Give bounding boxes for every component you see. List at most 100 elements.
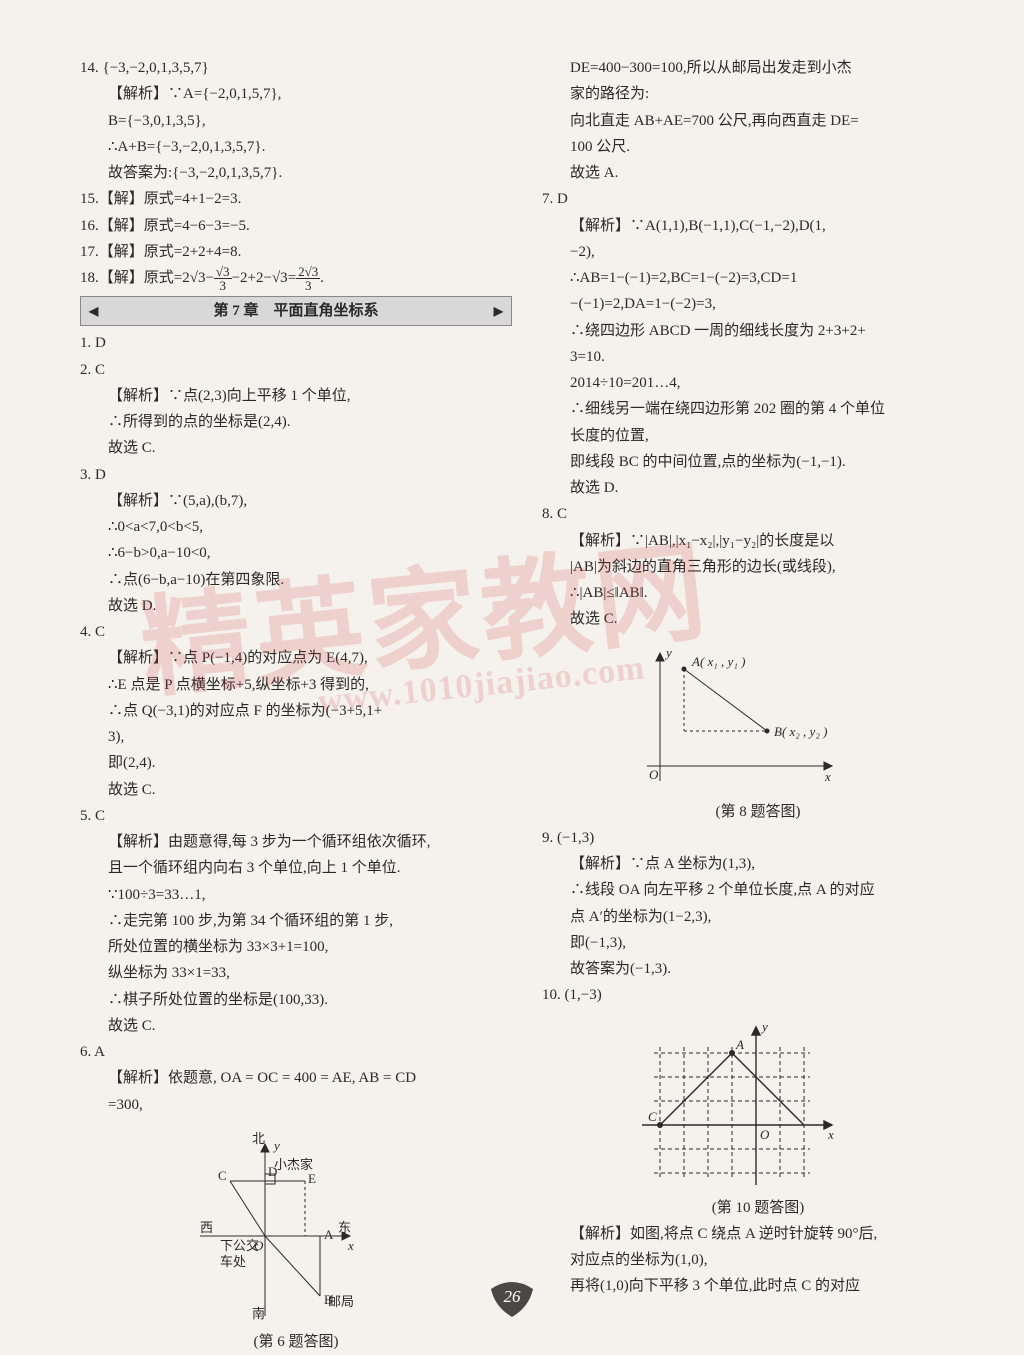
r0-e: 故选 A. [542, 160, 974, 186]
q10-b: 对应点的坐标为(1,0), [542, 1247, 974, 1273]
svg-text:A( x₁ , y₁ ): A( x₁ , y₁ ) [691, 654, 745, 669]
svg-text:O: O [254, 1238, 264, 1253]
svg-text:北: 北 [252, 1131, 265, 1146]
q4-d: 3), [80, 724, 512, 750]
q4-b: ∴E 点是 P 点横坐标+5,纵坐标+3 得到的, [80, 672, 512, 698]
chapter-left-marker: ◀ [89, 301, 98, 322]
q7-d: −(−1)=2,DA=1−(−2)=3, [542, 291, 974, 317]
q3-d: ∴点(6−b,a−10)在第四象限. [80, 567, 512, 593]
q9-answer: 9. (−1,3) [542, 825, 974, 851]
q10-answer: 10. (1,−3) [542, 982, 974, 1008]
q7-h: ∴细线另一端在绕四边形第 202 圈的第 4 个单位 [542, 396, 974, 422]
r0-d: 100 公尺. [542, 134, 974, 160]
q14-line: 14. {−3,−2,0,1,3,5,7} [80, 55, 512, 81]
q18-head: 18.【解】原式=2 [80, 270, 190, 286]
q10-a: 【解析】如图,将点 C 绕点 A 逆时针旋转 90°后, [542, 1221, 974, 1247]
frac-den: 3 [296, 279, 320, 292]
svg-text:E: E [308, 1171, 316, 1186]
q9-d: 即(−1,3), [542, 930, 974, 956]
q14-analysis-d: 故答案为:{−3,−2,0,1,3,5,7}. [80, 160, 512, 186]
q9-c: 点 A′的坐标为(1−2,3), [542, 904, 974, 930]
svg-text:y: y [760, 1019, 768, 1034]
content-columns: 14. {−3,−2,0,1,3,5,7} 【解析】∵A={−2,0,1,5,7… [80, 55, 974, 1255]
q3-b: ∴0<a<7,0<b<5, [80, 514, 512, 540]
q18-sqrt3a: √3 [190, 270, 206, 286]
q3-a: 【解析】∵(5,a),(b,7), [80, 488, 512, 514]
q3-c: ∴6−b>0,a−10<0, [80, 540, 512, 566]
q17-line: 17.【解】原式=2+2+4=8. [80, 239, 512, 265]
q4-a: 【解析】∵点 P(−1,4)的对应点为 E(4,7), [80, 645, 512, 671]
q5-g: ∴棋子所处位置的坐标是(100,33). [80, 987, 512, 1013]
svg-text:南: 南 [252, 1306, 265, 1321]
q9-a: 【解析】∵点 A 坐标为(1,3), [542, 851, 974, 877]
q4-f: 故选 C. [80, 777, 512, 803]
q3-e: 故选 D. [80, 593, 512, 619]
q7-f: 3=10. [542, 344, 974, 370]
svg-text:O: O [760, 1127, 770, 1142]
q5-a: 【解析】由题意得,每 3 步为一个循环组依次循环, [80, 829, 512, 855]
figure-6-caption: (第 6 题答图) [80, 1329, 512, 1355]
q5-d: ∴走完第 100 步,为第 34 个循环组的第 1 步, [80, 908, 512, 934]
q8-answer: 8. C [542, 501, 974, 527]
q7-i: 长度的位置, [542, 423, 974, 449]
q5-h: 故选 C. [80, 1013, 512, 1039]
svg-text:东: 东 [338, 1220, 351, 1235]
q7-k: 故选 D. [542, 475, 974, 501]
svg-text:车处: 车处 [220, 1254, 246, 1269]
q14-analysis-b: B={−3,0,1,3,5}, [80, 108, 512, 134]
q5-answer: 5. C [80, 803, 512, 829]
svg-text:A: A [735, 1037, 744, 1052]
q7-answer: 7. D [542, 186, 974, 212]
q5-f: 纵坐标为 33×1=33, [80, 960, 512, 986]
page-number-value: 26 [489, 1287, 535, 1307]
q2-b: ∴所得到的点的坐标是(2,4). [80, 409, 512, 435]
svg-text:西: 西 [200, 1220, 213, 1235]
q5-e: 所处位置的横坐标为 33×3+1=100, [80, 934, 512, 960]
q5-c: ∵100÷3=33…1, [80, 882, 512, 908]
svg-text:邮局: 邮局 [328, 1294, 354, 1309]
frac-num: √3 [214, 265, 232, 279]
svg-text:O: O [649, 767, 659, 782]
q7-b: −2), [542, 239, 974, 265]
q6-b: =300, [80, 1092, 512, 1118]
figure-10-caption: (第 10 题答图) [542, 1195, 974, 1221]
q15-line: 15.【解】原式=4+1−2=3. [80, 186, 512, 212]
frac-num: 2√3 [296, 265, 320, 279]
q3-answer: 3. D [80, 462, 512, 488]
page-number: 26 [489, 1279, 535, 1319]
q14-analysis-c: ∴A+B={−3,−2,0,1,3,5,7}. [80, 134, 512, 160]
q9-b: ∴线段 OA 向左平移 2 个单位长度,点 A 的对应 [542, 877, 974, 903]
svg-text:x: x [824, 769, 831, 784]
q2-a: 【解析】∵点(2,3)向上平移 1 个单位, [80, 383, 512, 409]
q8-d: 故选 C. [542, 606, 974, 632]
q18-tail: . [320, 270, 324, 286]
figure-6: 北y 南 西东 x CDE AB 小杰家 邮局 下公交车处O [170, 1126, 370, 1321]
q18-minus: − [205, 270, 213, 286]
svg-text:C: C [648, 1109, 657, 1124]
q16-line: 16.【解】原式=4−6−3=−5. [80, 213, 512, 239]
q18-frac2: 2√33 [296, 265, 320, 292]
q5-b: 且一个循环组内向右 3 个单位,向上 1 个单位. [80, 855, 512, 881]
q2-answer: 2. C [80, 357, 512, 383]
q4-answer: 4. C [80, 619, 512, 645]
q7-e: ∴绕四边形 ABCD 一周的细线长度为 2+3+2+ [542, 318, 974, 344]
q18-eq: = [288, 270, 296, 286]
q8-b: |AB|为斜边的直角三角形的边长(或线段), [542, 554, 974, 580]
svg-text:B( x₂ , y₂ ): B( x₂ , y₂ ) [774, 724, 827, 739]
q14-analysis-a: 【解析】∵A={−2,0,1,5,7}, [80, 81, 512, 107]
q2-c: 故选 C. [80, 435, 512, 461]
svg-text:x: x [347, 1238, 354, 1253]
figure-10: A C O x y [632, 1017, 842, 1187]
q6-a: 【解析】依题意, OA = OC = 400 = AE, AB = CD [80, 1065, 512, 1091]
figure-8-caption: (第 8 题答图) [542, 799, 974, 825]
q10-c: 再将(1,0)向下平移 3 个单位,此时点 C 的对应 [542, 1273, 974, 1299]
chapter-heading: ◀ 第 7 章 平面直角坐标系 ▶ [80, 296, 512, 326]
q6-answer: 6. A [80, 1039, 512, 1065]
q7-c: ∴AB=1−(−1)=2,BC=1−(−2)=3,CD=1 [542, 265, 974, 291]
left-column: 14. {−3,−2,0,1,3,5,7} 【解析】∵A={−2,0,1,5,7… [80, 55, 512, 1255]
q4-c: ∴点 Q(−3,1)的对应点 F 的坐标为(−3+5,1+ [80, 698, 512, 724]
svg-text:A: A [324, 1227, 334, 1242]
q7-g: 2014÷10=201…4, [542, 370, 974, 396]
q18-mid: −2+2− [232, 270, 272, 286]
svg-text:y: y [272, 1138, 280, 1153]
